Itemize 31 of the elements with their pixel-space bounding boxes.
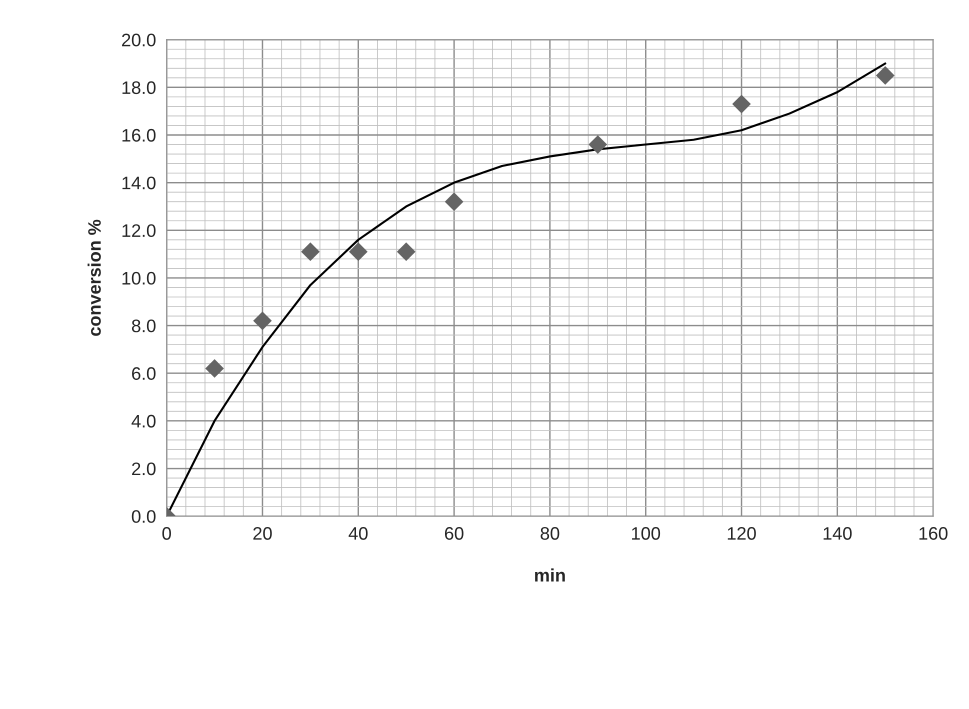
y-axis-title: conversion % xyxy=(88,220,101,336)
point xyxy=(253,311,272,330)
x-tick-label: 100 xyxy=(632,527,660,540)
point xyxy=(444,192,464,212)
point xyxy=(348,242,368,262)
x-tick-label: 160 xyxy=(919,527,948,540)
x-tick-label: 140 xyxy=(824,527,852,540)
y-tick-label: 20.0 xyxy=(122,34,156,46)
x-tick-label: 80 xyxy=(540,527,560,540)
y-tick-label: 12.0 xyxy=(122,224,156,238)
y-tick-label: 4.0 xyxy=(132,414,156,428)
y-tick-label: 14.0 xyxy=(122,176,156,190)
x-tick-label: 40 xyxy=(348,527,368,540)
y-tick-label: 10.0 xyxy=(122,272,156,285)
point xyxy=(205,359,224,378)
point xyxy=(588,135,608,154)
x-tick-label: 120 xyxy=(728,527,756,540)
point xyxy=(396,242,416,262)
point xyxy=(301,242,320,262)
y-tick-label: 16.0 xyxy=(122,128,156,142)
y-tick-label: 6.0 xyxy=(132,367,156,380)
y-tick-label: 18.0 xyxy=(122,81,156,94)
point xyxy=(876,66,895,85)
x-tick-label: 60 xyxy=(444,527,464,540)
x-tick-label: 0 xyxy=(162,527,171,540)
y-tick-label: 2.0 xyxy=(132,462,156,476)
y-tick-label: 0.0 xyxy=(132,510,156,523)
point xyxy=(732,94,751,114)
y-tick-label: 8.0 xyxy=(132,320,156,332)
x-axis-title: min xyxy=(535,568,565,582)
x-tick-label: 20 xyxy=(253,527,272,540)
